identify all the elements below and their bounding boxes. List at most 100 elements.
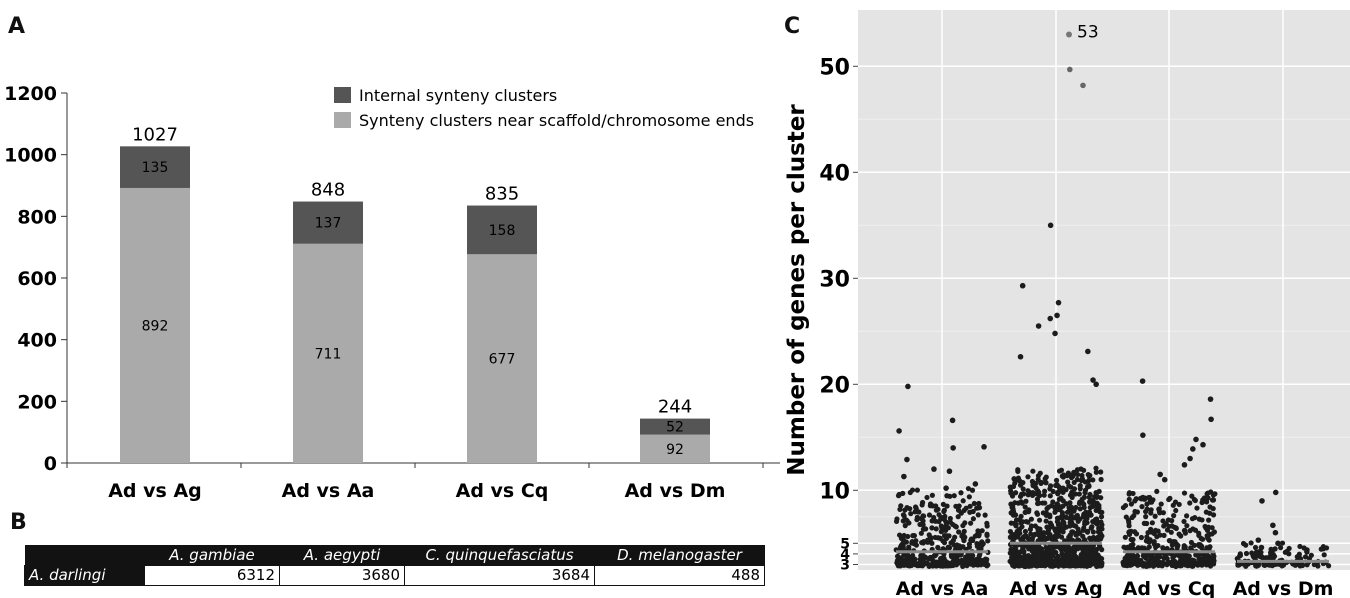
outlier-point <box>1047 315 1054 322</box>
data-point <box>1209 525 1215 531</box>
data-point <box>1063 547 1069 553</box>
data-point <box>976 533 982 539</box>
data-point <box>1243 550 1250 557</box>
outlier-point <box>1052 330 1058 337</box>
data-point <box>947 515 953 522</box>
data-point <box>1134 555 1140 561</box>
data-point <box>1278 545 1284 551</box>
data-point <box>979 528 985 534</box>
data-point <box>1121 562 1127 568</box>
data-point <box>1042 500 1048 506</box>
data-point <box>1058 534 1065 540</box>
data-point <box>907 556 913 562</box>
bar-segment-ends <box>120 187 190 463</box>
data-point <box>1061 520 1067 526</box>
data-point <box>1153 544 1159 550</box>
outlier-point <box>943 485 949 491</box>
outlier-point <box>1207 396 1214 402</box>
data-point <box>1263 555 1269 561</box>
data-point <box>914 487 920 493</box>
data-point <box>1023 498 1029 504</box>
data-point <box>1292 562 1298 568</box>
data-point <box>1091 500 1098 507</box>
data-point <box>1155 528 1161 534</box>
data-point <box>1196 530 1202 536</box>
data-point <box>1187 528 1193 534</box>
outlier-point <box>901 473 907 480</box>
data-point <box>1194 505 1200 511</box>
data-point <box>1098 519 1104 525</box>
y-axis-title: Number of genes per cluster <box>784 104 810 476</box>
data-point <box>926 512 933 518</box>
data-point <box>1279 540 1286 546</box>
data-point <box>1252 544 1259 551</box>
data-point <box>1139 545 1145 551</box>
data-point <box>967 503 973 509</box>
data-point <box>1299 562 1306 568</box>
data-label: 892 <box>142 318 169 334</box>
data-point <box>906 544 912 550</box>
data-point <box>905 533 911 540</box>
data-point <box>1038 546 1045 552</box>
data-point <box>960 544 966 550</box>
data-point <box>1010 483 1017 490</box>
data-point <box>1160 518 1166 524</box>
data-point <box>951 561 957 567</box>
outlier-point <box>1187 455 1193 462</box>
data-point <box>1043 480 1049 486</box>
data-point <box>1183 555 1189 561</box>
data-point <box>1074 467 1081 473</box>
data-point <box>1030 468 1036 474</box>
data-point <box>955 507 962 513</box>
outlier-point <box>1140 432 1146 438</box>
data-point <box>1055 502 1061 508</box>
data-point <box>1030 532 1037 538</box>
outlier-point <box>1259 498 1265 504</box>
table-cell: 488 <box>594 564 765 586</box>
data-point <box>1201 495 1207 501</box>
data-point <box>975 528 981 534</box>
data-point <box>1184 513 1190 519</box>
data-point <box>1187 558 1193 564</box>
data-point <box>1081 563 1087 569</box>
data-point <box>1030 561 1037 567</box>
data-point <box>940 538 946 544</box>
x-tick-label: Ad vs Ag <box>1009 578 1103 598</box>
data-point <box>1077 506 1083 512</box>
data-point <box>1072 556 1078 563</box>
data-point <box>1074 512 1080 519</box>
data-point <box>1019 500 1025 506</box>
data-point <box>937 560 944 567</box>
data-point <box>1016 552 1022 559</box>
data-point <box>902 523 908 529</box>
data-point <box>1090 529 1096 535</box>
data-point <box>1022 509 1028 516</box>
data-point <box>1081 504 1087 511</box>
data-point <box>940 546 946 552</box>
data-point <box>1258 549 1264 555</box>
data-point <box>907 506 913 512</box>
x-tick-label: Ad vs Dm <box>625 480 726 502</box>
data-point <box>898 503 904 509</box>
data-point <box>919 502 925 508</box>
data-point <box>909 539 915 545</box>
data-point <box>1089 558 1096 564</box>
data-point <box>1326 563 1332 569</box>
data-point <box>1135 560 1141 567</box>
data-point <box>946 533 952 539</box>
data-point <box>1181 518 1187 525</box>
data-point <box>1198 559 1204 565</box>
y-tick-label: 600 <box>17 268 57 290</box>
data-point <box>1077 482 1083 489</box>
data-point <box>1321 552 1327 558</box>
data-point <box>969 536 976 543</box>
data-point <box>929 540 935 546</box>
bar-segment-internal <box>467 205 537 255</box>
legend-label: Synteny clusters near scaffold/chromosom… <box>359 111 754 130</box>
data-point <box>1146 544 1152 550</box>
data-point <box>1008 488 1014 494</box>
data-point <box>1202 556 1208 562</box>
panel-label-a: A <box>8 14 26 39</box>
data-point <box>1208 489 1214 495</box>
data-point <box>1143 514 1149 520</box>
